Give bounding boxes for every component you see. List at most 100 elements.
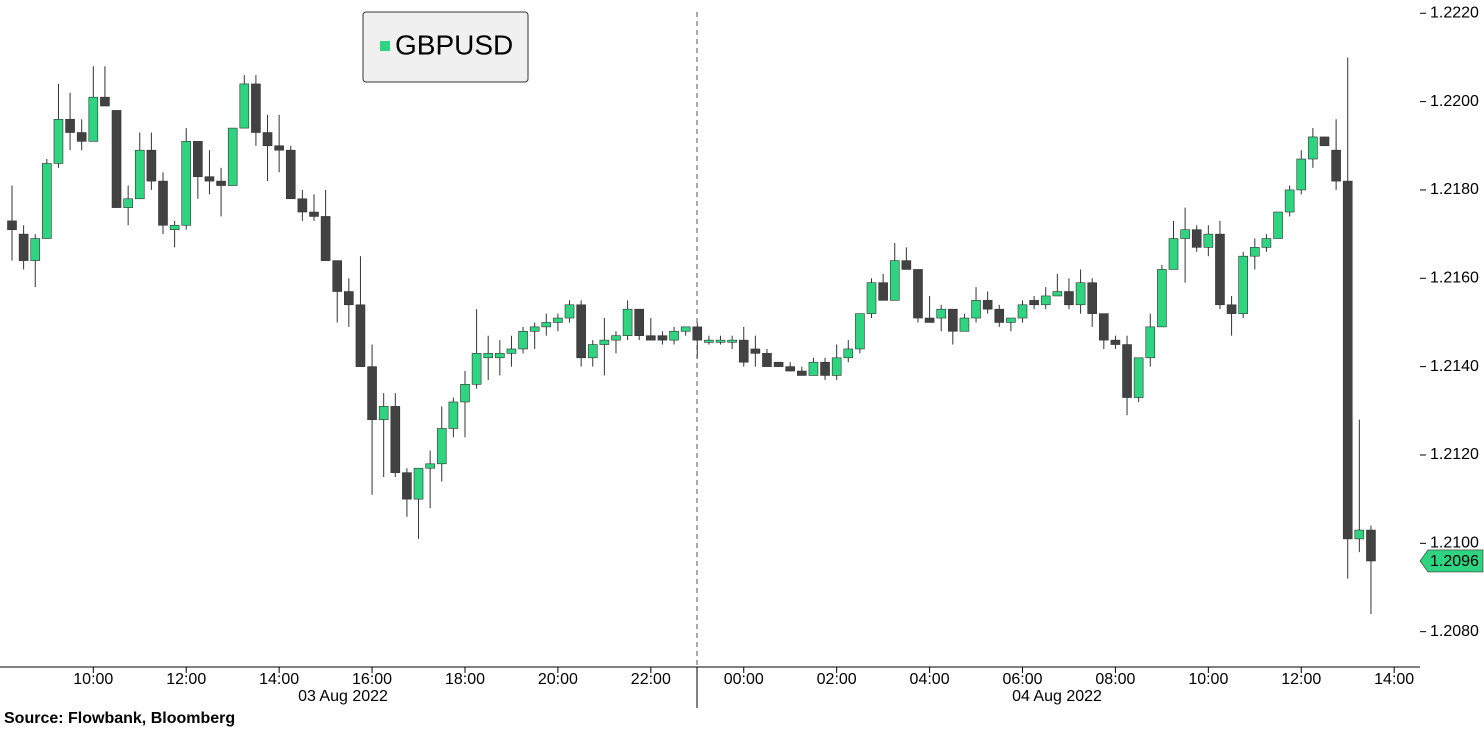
legend-box bbox=[362, 11, 529, 83]
candle-body bbox=[622, 308, 633, 337]
candle-body bbox=[7, 220, 17, 230]
candle-body bbox=[239, 83, 250, 129]
candle-body bbox=[657, 335, 668, 341]
legend-label: GBPUSD bbox=[395, 29, 513, 60]
date-label: 04 Aug 2022 bbox=[1012, 688, 1102, 705]
x-tick-label: 02:00 bbox=[817, 671, 857, 688]
candle-body bbox=[1296, 158, 1307, 191]
candle-body bbox=[715, 339, 726, 343]
y-tick-label: 1.2140 bbox=[1430, 358, 1479, 375]
candle-body bbox=[1354, 529, 1365, 540]
candle-body bbox=[959, 317, 970, 332]
candle-body bbox=[181, 141, 192, 226]
candle-body bbox=[831, 357, 842, 376]
candle-body bbox=[704, 339, 714, 343]
candle-body bbox=[1040, 295, 1051, 306]
candle-body bbox=[518, 330, 528, 350]
candle-body bbox=[1191, 229, 1202, 248]
x-tick-label: 20:00 bbox=[538, 671, 578, 688]
last-price-marker bbox=[1419, 549, 1484, 573]
candle-body bbox=[611, 335, 621, 341]
candle-body bbox=[553, 317, 563, 323]
candle-body bbox=[390, 406, 401, 473]
candle-body bbox=[436, 428, 447, 465]
candle-body bbox=[948, 308, 958, 332]
candle-body bbox=[529, 326, 540, 332]
candle-body bbox=[460, 383, 470, 403]
y-tick-label: 1.2100 bbox=[1430, 535, 1479, 552]
candle-body bbox=[320, 216, 331, 261]
candle-body bbox=[309, 211, 319, 217]
candle-body bbox=[495, 353, 505, 359]
candle-body bbox=[53, 118, 64, 164]
candle-body bbox=[669, 330, 679, 341]
candle-body bbox=[471, 353, 482, 385]
candle-body bbox=[1203, 233, 1214, 248]
candle-body bbox=[785, 366, 796, 372]
candle-body bbox=[646, 335, 656, 341]
candle-body bbox=[692, 326, 703, 341]
candle-body bbox=[564, 304, 575, 319]
candle-body bbox=[100, 96, 110, 107]
candle-body bbox=[808, 361, 819, 376]
candle-body bbox=[1180, 229, 1190, 239]
candle-body bbox=[878, 282, 888, 301]
candle-body bbox=[1215, 233, 1225, 306]
candle-body bbox=[216, 180, 226, 186]
x-tick-label: 08:00 bbox=[1095, 671, 1135, 688]
candle-body bbox=[1157, 269, 1167, 328]
candle-body bbox=[344, 291, 354, 306]
x-tick-label: 16:00 bbox=[352, 671, 392, 688]
candle-body bbox=[425, 463, 435, 469]
candle-body bbox=[274, 145, 284, 151]
candle-body bbox=[227, 127, 238, 186]
candle-body bbox=[634, 308, 645, 337]
candle-body bbox=[332, 260, 343, 292]
y-tick-label: 1.2180 bbox=[1430, 181, 1479, 198]
candle-body bbox=[1238, 255, 1248, 314]
y-tick-label: 1.2120 bbox=[1430, 446, 1479, 463]
candle-body bbox=[936, 308, 947, 319]
y-tick-label: 1.2080 bbox=[1430, 623, 1479, 640]
candle-body bbox=[413, 467, 424, 500]
candle-body bbox=[65, 118, 75, 133]
candle-body bbox=[1064, 291, 1074, 306]
candle-body bbox=[576, 304, 586, 359]
candle-body bbox=[1122, 344, 1132, 398]
candle-body bbox=[1342, 180, 1353, 540]
candle-body bbox=[1110, 339, 1121, 345]
candle-body bbox=[680, 326, 691, 332]
candle-body bbox=[483, 353, 494, 359]
candle-body bbox=[541, 322, 552, 328]
candle-body bbox=[913, 269, 923, 319]
candle-body bbox=[1052, 291, 1063, 297]
candle-body bbox=[1261, 238, 1272, 248]
x-tick-label: 00:00 bbox=[724, 671, 764, 688]
candle-body bbox=[506, 348, 517, 354]
candle-body bbox=[1168, 238, 1179, 270]
candle-body bbox=[1075, 282, 1086, 306]
candle-body bbox=[158, 180, 168, 226]
x-tick-label: 12:00 bbox=[1281, 671, 1321, 688]
candle-body bbox=[587, 344, 598, 359]
candle-body bbox=[1087, 282, 1097, 314]
candle-body bbox=[262, 132, 273, 147]
candle-body bbox=[1017, 304, 1028, 319]
candle-body bbox=[367, 366, 377, 420]
candle-body bbox=[1133, 357, 1144, 398]
candle-body bbox=[1308, 136, 1318, 160]
candle-body bbox=[42, 163, 52, 239]
candle-body bbox=[924, 317, 935, 323]
candle-body bbox=[30, 238, 41, 261]
y-tick-label: 1.2200 bbox=[1430, 93, 1479, 110]
candle-body bbox=[88, 96, 99, 142]
candle-body bbox=[169, 224, 180, 230]
candle-body bbox=[797, 370, 807, 376]
candle-body bbox=[402, 472, 412, 500]
candle-body bbox=[448, 401, 459, 429]
candle-body bbox=[1366, 529, 1376, 562]
x-tick-label: 14:00 bbox=[259, 671, 299, 688]
x-tick-label: 14:00 bbox=[1374, 671, 1414, 688]
candle-body bbox=[750, 348, 761, 354]
